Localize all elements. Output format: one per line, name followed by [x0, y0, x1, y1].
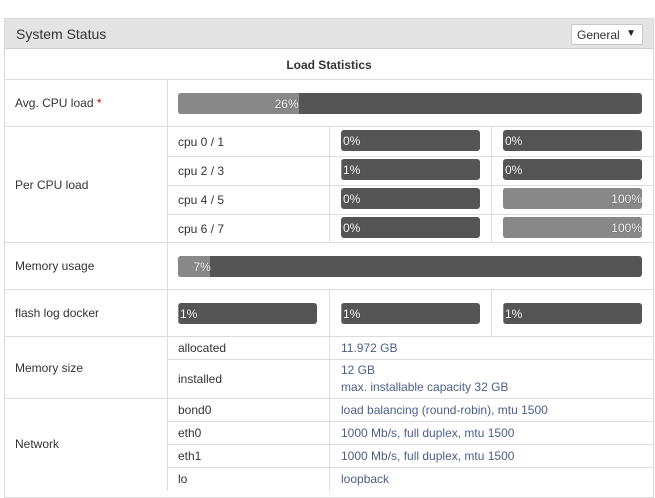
progress-text: 0% — [343, 192, 361, 206]
interface-name: bond0 — [178, 403, 212, 417]
avg-cpu-bar-text: 26% — [274, 97, 299, 111]
installed-value: 12 GB — [341, 363, 376, 377]
docker-bar: 1% — [503, 303, 642, 324]
progress-text: 100% — [611, 221, 642, 235]
installed-max: max. installable capacity 32 GB — [341, 380, 509, 394]
view-select-value: General — [577, 28, 620, 42]
progress-text: 7% — [193, 260, 211, 274]
progress-fill — [341, 159, 343, 180]
cpu-row-label: cpu 4 / 5 — [178, 193, 225, 207]
avg-cpu-bar: 26% — [178, 93, 642, 114]
cpu-row-label: cpu 2 / 3 — [178, 164, 225, 178]
interface-name: lo — [178, 472, 188, 486]
progress-text: 1% — [180, 307, 198, 321]
load-statistics-row: Load Statistics — [5, 50, 653, 80]
progress-text: 1% — [343, 307, 361, 321]
progress-fill — [503, 217, 642, 238]
cpu-1-bar: 0% — [503, 130, 642, 151]
log-bar: 1% — [341, 303, 480, 324]
progress-text: 0% — [505, 163, 523, 177]
allocated-label: allocated — [178, 341, 227, 355]
flash-log-docker-label: flash log docker — [15, 306, 100, 320]
memory-usage-bar: 7% — [178, 256, 642, 277]
installed-label: installed — [178, 372, 223, 386]
cpu-0-bar: 0% — [341, 130, 480, 151]
required-mark: * — [96, 96, 102, 110]
interface-name: eth0 — [178, 426, 202, 440]
per-cpu-row: Per CPU load cpu 0 / 1 0% 0% cpu 2 / 3 1… — [5, 127, 653, 243]
interface-name: eth1 — [178, 449, 202, 463]
cpu-row-label: cpu 6 / 7 — [178, 222, 225, 236]
progress-fill — [178, 256, 211, 277]
cpu-5-bar: 100% — [503, 188, 642, 209]
allocated-value: 11.972 GB — [341, 341, 398, 355]
avg-cpu-bar-fill — [178, 93, 299, 114]
memory-size-label: Memory size — [15, 361, 84, 375]
flash-log-docker-row: flash log docker 1% 1% 1% — [5, 290, 653, 337]
panel-title: System Status — [16, 26, 107, 42]
flash-bar: 1% — [178, 303, 317, 324]
interface-desc: 1000 Mb/s, full duplex, mtu 1500 — [341, 426, 515, 440]
progress-text: 0% — [343, 134, 361, 148]
avg-cpu-label: Avg. CPU load * — [15, 96, 102, 110]
per-cpu-label: Per CPU load — [15, 178, 89, 192]
avg-cpu-row: Avg. CPU load * 26% — [5, 80, 653, 127]
interface-desc: loopback — [341, 472, 390, 486]
cpu-3-bar: 0% — [503, 159, 642, 180]
progress-fill — [341, 303, 343, 324]
view-select[interactable]: General ▼ — [571, 24, 643, 45]
progress-text: 1% — [343, 163, 361, 177]
section-heading: Load Statistics — [286, 58, 372, 72]
progress-text: 100% — [611, 192, 642, 206]
progress-text: 1% — [505, 307, 523, 321]
progress-fill — [178, 303, 180, 324]
network-row: Network bond0 load balancing (round-robi… — [5, 399, 653, 491]
chevron-down-icon: ▼ — [626, 28, 636, 39]
cpu-7-bar: 100% — [503, 217, 642, 238]
network-label: Network — [15, 437, 60, 451]
progress-text: 0% — [343, 221, 361, 235]
system-status-panel: System Status General ▼ Load Statistics … — [4, 18, 654, 498]
memory-usage-row: Memory usage 7% — [5, 243, 653, 290]
memory-usage-label: Memory usage — [15, 259, 95, 273]
progress-text: 0% — [505, 134, 523, 148]
cpu-6-bar: 0% — [341, 217, 480, 238]
cpu-2-bar: 1% — [341, 159, 480, 180]
interface-desc: load balancing (round-robin), mtu 1500 — [341, 403, 548, 417]
cpu-row-label: cpu 0 / 1 — [178, 135, 225, 149]
panel-header: System Status General ▼ — [5, 19, 653, 49]
progress-fill — [503, 188, 642, 209]
memory-size-row: Memory size allocated 11.972 GB installe… — [5, 337, 653, 399]
progress-fill — [503, 303, 505, 324]
cpu-4-bar: 0% — [341, 188, 480, 209]
interface-desc: 1000 Mb/s, full duplex, mtu 1500 — [341, 449, 515, 463]
